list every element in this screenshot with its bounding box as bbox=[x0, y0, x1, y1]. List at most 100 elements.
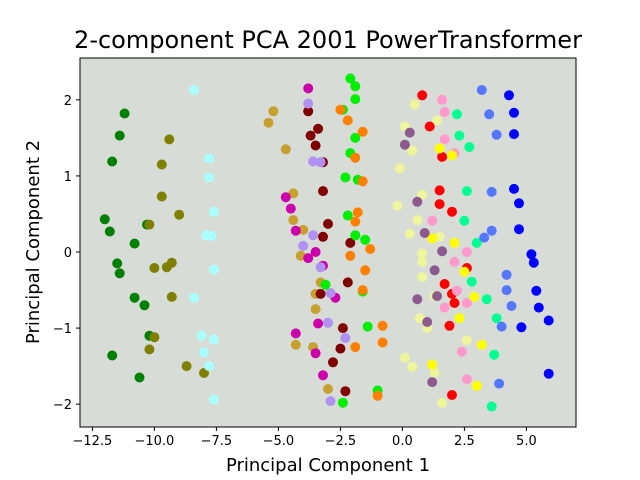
scatter-point-green-11 bbox=[107, 350, 118, 361]
scatter-point-magenta-4 bbox=[290, 328, 301, 339]
scatter-point-magenta-1 bbox=[280, 192, 291, 203]
scatter-point-red-3 bbox=[434, 185, 445, 196]
scatter-point-magenta-7 bbox=[318, 370, 328, 381]
x-axis-label: Principal Component 1 bbox=[226, 455, 430, 476]
scatter-point-olive-8 bbox=[166, 291, 177, 302]
scatter-point-lightyellow-8 bbox=[404, 228, 415, 239]
scatter-point-orange-13 bbox=[377, 337, 388, 348]
scatter-point-olive-0 bbox=[164, 134, 175, 145]
scatter-point-orange-8 bbox=[365, 244, 376, 254]
scatter-point-yellow-7 bbox=[476, 339, 487, 350]
scatter-point-green-13 bbox=[134, 372, 145, 383]
scatter-point-orange-2 bbox=[357, 126, 368, 137]
scatter-point-lime-13 bbox=[362, 321, 373, 332]
y-tick-label: −1 bbox=[53, 322, 72, 337]
y-tick-label: 1 bbox=[64, 170, 72, 185]
y-tick-label: 0 bbox=[64, 246, 72, 261]
scatter-point-cyan-5 bbox=[206, 231, 217, 241]
scatter-point-yellow-5 bbox=[469, 291, 480, 302]
scatter-point-green-3 bbox=[99, 214, 110, 225]
scatter-point-orange-10 bbox=[357, 285, 368, 296]
scatter-point-red-0 bbox=[417, 90, 428, 101]
scatter-point-orange-11 bbox=[350, 342, 361, 353]
scatter-point-red-9 bbox=[449, 298, 460, 308]
scatter-point-royalblue-5 bbox=[479, 232, 490, 243]
scatter-point-blue-2 bbox=[509, 129, 519, 140]
scatter-point-mauve-6 bbox=[422, 317, 433, 327]
scatter-point-cyan-12 bbox=[208, 394, 219, 405]
scatter-point-royalblue-0 bbox=[476, 85, 487, 95]
scatter-point-purple_light-0 bbox=[303, 98, 314, 109]
scatter-point-cyan-1 bbox=[204, 153, 214, 164]
scatter-point-lime-2 bbox=[350, 94, 361, 105]
scatter-point-goldenrod-11 bbox=[290, 339, 301, 350]
scatter-point-lime-1 bbox=[350, 81, 361, 92]
x-tick-label: −12.5 bbox=[72, 434, 112, 449]
scatter-point-olive-1 bbox=[156, 159, 167, 170]
scatter-point-lightyellow-20 bbox=[461, 335, 472, 346]
scatter-point-mauve-5 bbox=[412, 294, 423, 305]
scatter-point-lightyellow-0 bbox=[409, 99, 420, 110]
scatter-point-yellow-6 bbox=[454, 313, 465, 324]
scatter-point-mauve-2 bbox=[412, 196, 423, 207]
scatter-point-magenta-2 bbox=[285, 203, 296, 214]
scatter-point-lightyellow-19 bbox=[437, 397, 448, 408]
scatter-point-royalblue-6 bbox=[501, 269, 512, 280]
scatter-point-springgreen-5 bbox=[471, 237, 482, 248]
scatter-point-purple_light-8 bbox=[340, 333, 351, 343]
scatter-point-pink-2 bbox=[439, 134, 450, 145]
scatter-point-olive-3 bbox=[174, 209, 185, 220]
scatter-point-olive-11 bbox=[181, 361, 192, 372]
scatter-point-green-0 bbox=[119, 108, 130, 119]
scatter-point-goldenrod-5 bbox=[298, 224, 309, 235]
plot-frame bbox=[79, 57, 577, 428]
plot-area bbox=[80, 58, 576, 427]
scatter-point-mauve-3 bbox=[419, 228, 430, 238]
scatter-point-royalblue-1 bbox=[484, 109, 495, 120]
scatter-point-green-9 bbox=[129, 292, 140, 303]
scatter-point-olive-2 bbox=[156, 191, 167, 202]
scatter-point-magenta-3 bbox=[290, 225, 301, 236]
scatter-point-blue-5 bbox=[514, 224, 524, 235]
scatter-point-lightyellow-5 bbox=[417, 189, 428, 200]
scatter-point-lightyellow-17 bbox=[407, 361, 418, 372]
scatter-point-cyan-10 bbox=[199, 347, 209, 358]
scatter-point-purple_light-3 bbox=[298, 240, 309, 251]
scatter-point-lightyellow-15 bbox=[399, 352, 410, 363]
scatter-point-pink-4 bbox=[427, 215, 438, 226]
scatter-point-magenta-0 bbox=[303, 83, 314, 94]
scatter-point-darkred-3 bbox=[310, 140, 321, 151]
scatter-point-purple_light-7 bbox=[323, 317, 333, 328]
x-tick-label: −10.0 bbox=[134, 434, 174, 449]
scatter-point-darkred-8 bbox=[315, 288, 326, 299]
scatter-point-mauve-0 bbox=[399, 139, 410, 150]
scatter-point-lightyellow-14 bbox=[414, 313, 425, 324]
scatter-point-lime-10 bbox=[360, 234, 371, 245]
scatter-point-darkred-1 bbox=[313, 123, 324, 134]
x-tick-label: −7.5 bbox=[201, 434, 233, 449]
scatter-point-cyan-0 bbox=[189, 85, 200, 95]
scatter-point-orange-1 bbox=[342, 115, 353, 126]
scatter-point-springgreen-4 bbox=[459, 215, 470, 226]
scatter-point-orange-6 bbox=[350, 216, 361, 227]
scatter-point-orange-5 bbox=[352, 207, 363, 218]
scatter-point-magenta-9 bbox=[310, 247, 321, 257]
scatter-point-blue-0 bbox=[504, 90, 514, 101]
scatter-point-springgreen-10 bbox=[486, 401, 497, 412]
scatter-point-olive-4 bbox=[144, 219, 155, 230]
scatter-point-cyan-7 bbox=[189, 292, 200, 303]
scatter-point-royalblue-3 bbox=[486, 186, 497, 197]
scatter-point-mauve-1 bbox=[404, 127, 415, 138]
x-tick-label: −2.5 bbox=[325, 434, 357, 449]
x-axis-ticks: −12.5 −10.0 −7.5 −5.0 −2.5 0.0 2.5 5.0 bbox=[72, 427, 537, 449]
scatter-point-cyan-11 bbox=[204, 361, 214, 372]
scatter-point-springgreen-7 bbox=[481, 294, 492, 305]
scatter-point-yellow-4 bbox=[459, 266, 470, 277]
scatter-point-pink-0 bbox=[437, 94, 448, 105]
scatter-point-blue-10 bbox=[516, 322, 527, 333]
scatter-point-pink-6 bbox=[449, 256, 460, 267]
scatter-point-springgreen-3 bbox=[461, 186, 472, 197]
scatter-point-green-10 bbox=[139, 300, 150, 311]
scatter-point-lightyellow-2 bbox=[432, 115, 443, 126]
scatter-point-blue-6 bbox=[526, 249, 537, 260]
